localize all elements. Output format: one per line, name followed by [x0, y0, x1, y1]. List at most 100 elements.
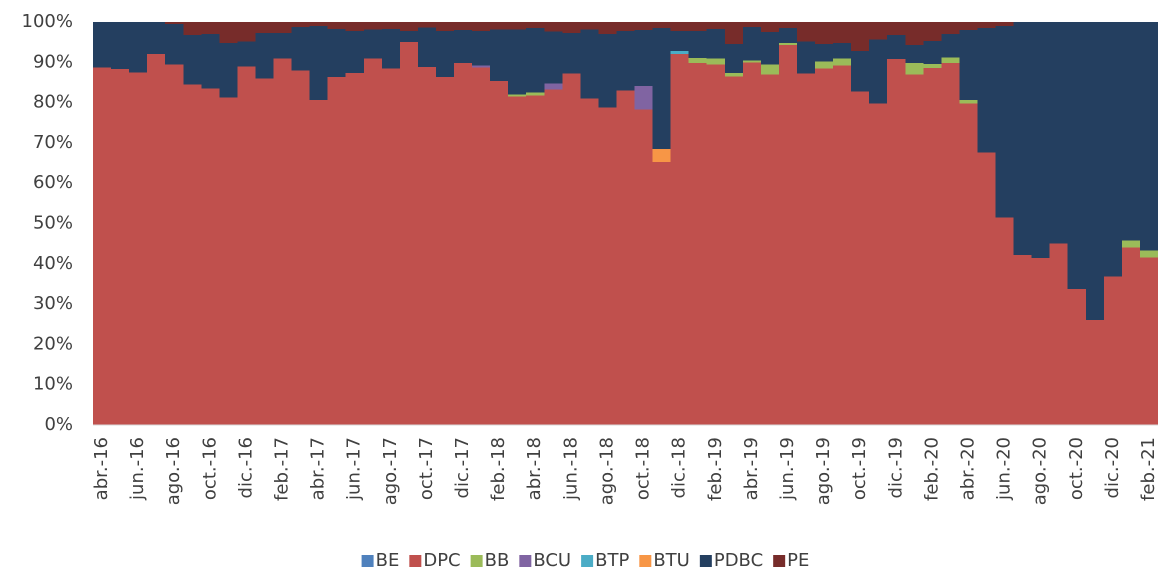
bar-segment [1067, 22, 1087, 290]
bar-segment [490, 29, 509, 82]
bar-segment [851, 22, 870, 52]
bar-segment [508, 29, 527, 95]
bar-segment [670, 51, 690, 55]
bar-segment [147, 54, 166, 426]
bar-segment [1139, 257, 1158, 425]
bar-segment [454, 30, 473, 64]
bar-segment [941, 57, 961, 64]
bar-segment [598, 107, 618, 425]
x-tick-label: dic.-18 [669, 437, 690, 498]
y-tick-label: 80% [33, 92, 73, 113]
bar-segment [760, 74, 780, 425]
legend-swatch [581, 555, 594, 567]
bar-segment [508, 22, 527, 30]
bar-segment [905, 74, 924, 425]
bar-segment [291, 70, 311, 426]
bar-segment [1085, 320, 1105, 425]
bar-segment [327, 22, 347, 29]
bar-segment [652, 28, 672, 149]
bar-segment [562, 73, 581, 426]
y-tick-label: 0% [44, 414, 73, 435]
bar-segment [435, 77, 455, 425]
bar-segment [327, 77, 347, 425]
bar-segment [670, 54, 690, 426]
x-tick-label: oct.-16 [199, 437, 220, 500]
x-tick-label: feb.-21 [1138, 437, 1158, 501]
bar-segment [959, 22, 979, 31]
bar-segment [815, 68, 834, 425]
x-tick-label: ago.-20 [1030, 437, 1051, 505]
bar-segment [905, 44, 924, 64]
bar-segment [959, 30, 979, 101]
bar-segment [435, 22, 455, 31]
y-tick-label: 70% [33, 132, 73, 153]
bar-segment [562, 32, 581, 74]
legend-label: BB [485, 550, 510, 570]
bar-segment [237, 66, 257, 425]
bar-segment [724, 22, 744, 45]
legend-label: PE [787, 550, 809, 570]
bar-segment [1103, 276, 1123, 425]
bar-segment [796, 73, 816, 426]
bar-segment [165, 64, 184, 425]
bar-segment [598, 34, 618, 108]
bar-segment [977, 22, 997, 29]
bar-segment [129, 22, 148, 73]
bar-segment [273, 22, 293, 33]
bar-segment [634, 30, 654, 87]
bar-segment [670, 22, 690, 31]
bar-segment [616, 30, 636, 91]
bar-segment [1121, 22, 1141, 241]
bar-segment [147, 22, 166, 55]
bar-segment [887, 22, 906, 35]
bar-segment [399, 42, 419, 426]
bar-segment [93, 67, 112, 425]
bar-segment [129, 72, 148, 425]
y-tick-label: 40% [33, 253, 73, 274]
bar-segment [923, 67, 942, 425]
bar-segment [652, 22, 672, 29]
bar-segment [472, 22, 491, 31]
legend: BE DPC BB BCU BTP BTU PDBC PE [361, 550, 809, 570]
x-tick-label: ago.-18 [596, 437, 617, 505]
bar-segment [796, 22, 816, 42]
bar-segment [905, 22, 924, 45]
legend-swatch [639, 555, 652, 567]
bar-segment [778, 44, 798, 425]
bar-segment [201, 22, 220, 35]
bar-segment [309, 99, 329, 426]
bar-segment [796, 41, 816, 74]
bar-segment [815, 44, 834, 62]
bar-segment [526, 28, 545, 93]
bar-segment [381, 68, 401, 425]
bar-segment [381, 28, 401, 69]
bar-segment [255, 32, 275, 79]
bar-segment [851, 91, 870, 425]
legend-label: BE [376, 550, 400, 570]
bar-segment [1103, 22, 1123, 277]
bar-segment [778, 42, 798, 45]
bar-segment [724, 44, 744, 74]
bar-segment [959, 100, 979, 104]
bar-segment [544, 83, 563, 90]
bar-segment [1031, 257, 1051, 425]
bar-segment [454, 63, 473, 426]
bar-segment [742, 60, 762, 63]
bar-segment [1121, 247, 1141, 425]
bar-segment [255, 22, 275, 33]
bar-segment [417, 67, 437, 426]
x-tick-label: jun.-20 [994, 437, 1015, 501]
bar-segment [237, 41, 257, 67]
bar-segment [472, 67, 491, 425]
bar-segment [995, 26, 1015, 218]
bar-segment [959, 103, 979, 425]
bar-segment [508, 94, 527, 97]
bar-segment [1085, 22, 1105, 321]
bar-segment [724, 76, 744, 425]
bar-segment [1139, 22, 1158, 251]
bar-segment [544, 89, 563, 426]
x-tick-label: abr.-19 [741, 437, 762, 500]
legend-swatch [773, 555, 786, 567]
bar-segment [291, 26, 311, 71]
bar-segment [1067, 289, 1087, 425]
